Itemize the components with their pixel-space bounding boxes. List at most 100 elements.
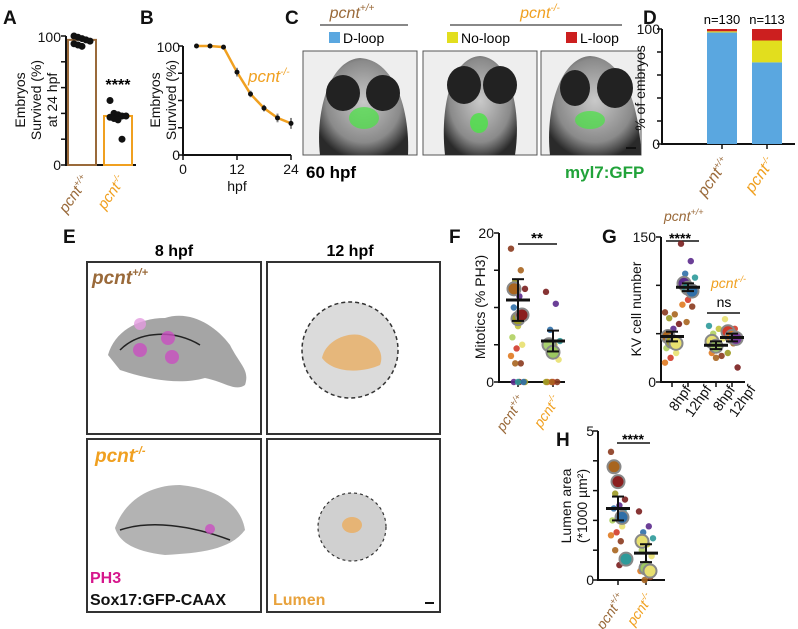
data-point: [712, 354, 720, 362]
genotype-label-mut: pcnt-/-: [94, 445, 146, 467]
data-point: [689, 303, 696, 310]
y-axis-title: KV cell number: [628, 261, 644, 356]
series-label: pcnt-/-: [247, 67, 290, 86]
y-tick-label: 100: [637, 21, 661, 37]
panel-d: D % of embryos 100 0 n=130 n=113: [632, 8, 785, 152]
y-tick-label: 20: [478, 225, 494, 241]
data-point: [641, 576, 648, 584]
genotype-base: pcnt: [694, 165, 726, 201]
significance-stars: ****: [622, 431, 644, 447]
data-point: [234, 69, 240, 75]
axis-lines: [660, 237, 745, 383]
significance-stars: ****: [669, 230, 691, 246]
y-axis-title: % of embryos: [632, 45, 648, 131]
data-point: [673, 349, 680, 357]
data-point: [194, 43, 199, 49]
data-point: [118, 135, 126, 143]
stacked-bar-segment: [752, 62, 782, 144]
panel-label: D: [643, 8, 657, 29]
panel-h: H Lumen area (*1000 µm²) 5 0 ****: [556, 423, 650, 588]
sample-size: n=113: [749, 12, 785, 27]
panel-e: E 8 hpf 12 hpf pcnt+/+ pcnt-/- PH3 Sox: [63, 227, 441, 613]
data-point: [554, 378, 561, 386]
y-tick-label: 150: [633, 229, 657, 245]
column-header: 8 hpf: [155, 243, 194, 260]
y-axis-title: Survived (%): [163, 60, 179, 140]
x-axis-title: hpf: [227, 178, 247, 194]
data-point: [248, 91, 253, 97]
x-tick-label: pcnt-/-: [529, 392, 564, 431]
data-point: [645, 523, 652, 530]
genotype-base: pcnt: [742, 161, 774, 197]
data-point: [666, 314, 673, 322]
x-tick-label: pcnt+/+: [693, 154, 733, 201]
data-point: [114, 116, 122, 124]
y-tick-label: 0: [652, 136, 660, 152]
data-point: [715, 325, 722, 333]
panel-label: G: [602, 227, 617, 248]
panel-label: B: [140, 8, 154, 29]
data-point: [675, 320, 683, 328]
heart-gfp: [470, 113, 488, 133]
data-point: [512, 360, 519, 367]
data-point: [122, 112, 130, 120]
data-point: [682, 270, 689, 277]
micrograph-wt-dloop: [302, 50, 418, 156]
genotype-base: pcnt: [55, 183, 86, 217]
data-point: [612, 490, 619, 497]
x-tick-label: pcnt-/-: [93, 172, 129, 213]
stacked-bar-segment: [707, 29, 737, 32]
replicate-mean: [606, 459, 622, 475]
stacked-bar-segment: [707, 32, 737, 145]
data-point: [607, 532, 615, 539]
data-point: [552, 300, 559, 307]
micrograph-mut-8hpf: pcnt-/- PH3 Sox17:GFP-CAAX: [86, 438, 262, 613]
ph3-nucleus: [161, 331, 175, 345]
genotype-header-wt: pcnt+/+: [329, 3, 375, 22]
panel-a: A Embryos Survived (%) at 24 hpf 100 0 *…: [3, 8, 131, 173]
legend-swatch-noloop: [447, 32, 458, 43]
genotype-base: pcnt: [492, 402, 521, 435]
data-point: [548, 378, 555, 386]
significance-ns: ns: [717, 294, 732, 310]
stain-label-lumen: Lumen: [273, 592, 325, 609]
data-point: [661, 359, 669, 366]
panel-f: F Mitotics (% PH3) 20 0 **: [449, 225, 557, 390]
x-tick-label: pcnt-/-: [741, 154, 779, 197]
data-point: [514, 378, 522, 386]
data-point: [510, 304, 517, 311]
panel-label: E: [63, 227, 76, 248]
y-tick-label: 0: [53, 157, 61, 173]
x-tick-label: 24: [283, 161, 299, 177]
data-point: [613, 529, 620, 536]
data-point: [513, 345, 520, 352]
data-point: [520, 378, 527, 386]
panel-label: H: [556, 430, 570, 451]
data-point: [86, 37, 94, 45]
data-point: [288, 120, 294, 126]
data-point: [649, 535, 657, 542]
micrograph-wt-12hpf: [266, 261, 441, 435]
data-point: [705, 322, 713, 330]
y-axis-title: Embryos: [147, 72, 163, 127]
panel-label: F: [449, 227, 461, 248]
x-tick-label: pcnt+/+: [591, 590, 628, 629]
stain-label-membrane: Sox17:GFP-CAAX: [90, 592, 226, 609]
y-axis-title: Lumen area: [558, 468, 574, 543]
y-axis-title: at 24 hpf: [44, 73, 60, 128]
data-point: [677, 240, 685, 247]
data-point: [635, 508, 643, 515]
axis-lines: [498, 233, 565, 383]
data-point: [691, 274, 699, 281]
data-point: [617, 538, 624, 545]
genotype-base: pcnt: [623, 597, 652, 629]
data-point: [221, 44, 226, 50]
axis-lines: [182, 46, 291, 156]
data-point: [542, 378, 550, 386]
micrograph-mut-12hpf: Lumen: [266, 438, 441, 613]
panel-g: G pcnt+/+ KV cell number 150 0 **** pcnt…: [602, 207, 759, 420]
data-point: [519, 341, 526, 348]
heart-gfp: [575, 111, 605, 129]
data-point: [542, 288, 550, 296]
lumen-overlay: [322, 334, 382, 371]
